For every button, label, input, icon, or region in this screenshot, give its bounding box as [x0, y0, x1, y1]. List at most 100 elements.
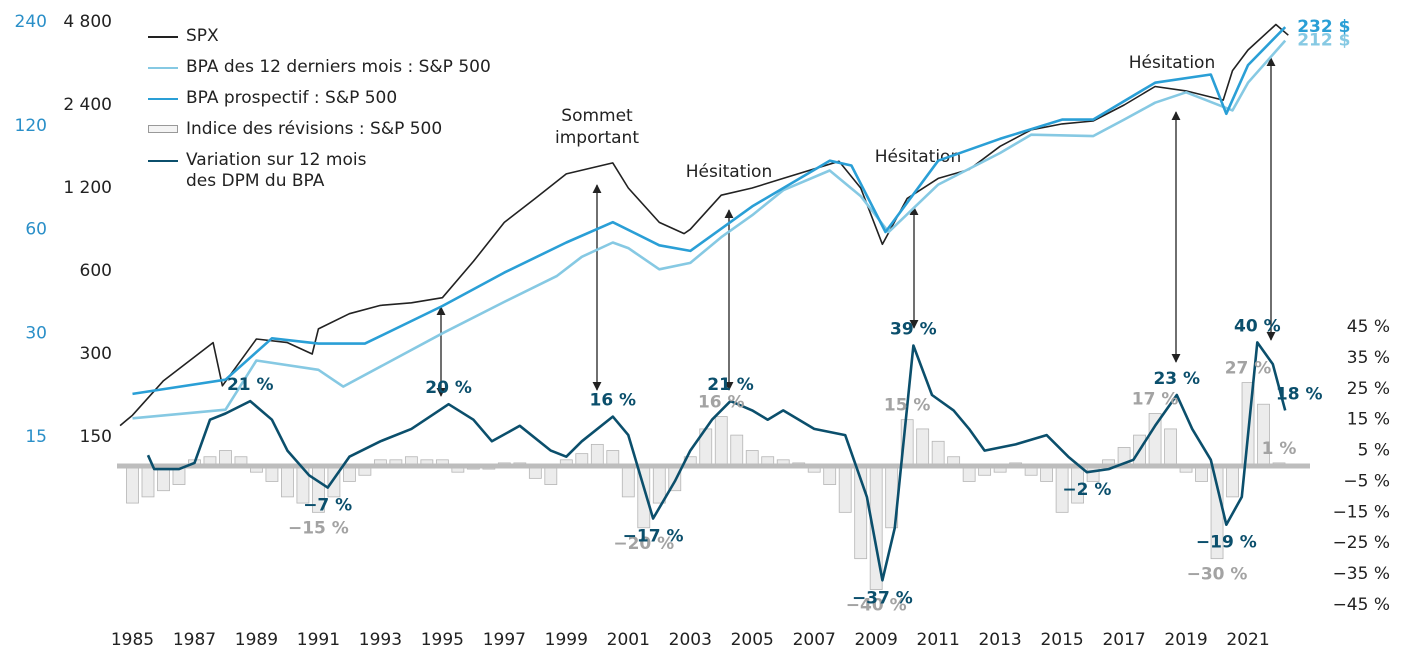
data-label: −40 %	[846, 596, 907, 616]
x-tick-label: 1991	[297, 630, 340, 650]
revision-bar	[823, 465, 837, 485]
y3-tick-label: −35 %	[1333, 564, 1390, 584]
x-tick-label: 2015	[1040, 630, 1083, 650]
y2-tick-label: 30	[25, 323, 47, 343]
revision-bar	[590, 443, 604, 467]
x-tick-label: 2005	[731, 630, 774, 650]
y3-tick-label: 15 %	[1347, 410, 1390, 430]
legend-swatch	[148, 67, 178, 69]
x-tick-label: 2007	[793, 630, 836, 650]
data-label: −2 %	[1062, 480, 1111, 500]
annotation: important	[555, 128, 639, 148]
data-label: 20 %	[425, 378, 472, 398]
y-tick-label: 600	[80, 261, 112, 281]
y3-tick-label: −45 %	[1333, 595, 1390, 615]
data-label: 212 $	[1297, 31, 1350, 51]
legend-item: SPX	[148, 26, 491, 57]
y3-tick-label: −5 %	[1343, 471, 1390, 491]
legend: SPX BPA des 12 derniers mois : S&P 500 BPA…	[148, 26, 491, 191]
x-tick-label: 1987	[173, 630, 216, 650]
revision-bar	[652, 465, 666, 504]
data-label: 39 %	[890, 320, 937, 340]
data-label: 18 %	[1276, 384, 1323, 404]
data-label: 21 %	[227, 375, 274, 395]
x-tick-label: 1993	[359, 630, 402, 650]
y3-tick-label: 5 %	[1358, 441, 1390, 461]
legend-item: BPA des 12 derniers mois : S&P 500	[148, 57, 491, 88]
y-tick-label: 2 400	[63, 95, 112, 115]
revision-bar	[1164, 428, 1177, 467]
x-tick-label: 2003	[669, 630, 712, 650]
x-tick-label: 2021	[1226, 630, 1269, 650]
y-tick-label: 4 800	[63, 12, 112, 32]
y-tick-label: 300	[80, 344, 112, 364]
x-tick-label: 2019	[1164, 630, 1207, 650]
revision-bar	[281, 465, 294, 498]
legend-swatch	[148, 160, 178, 162]
series-line	[119, 23, 1289, 427]
legend-label: BPA des 12 derniers mois : S&P 500	[186, 57, 491, 77]
data-label: 232 $	[1297, 17, 1350, 37]
revision-bar	[544, 465, 558, 485]
y3-tick-label: 25 %	[1347, 379, 1390, 399]
data-label: 40 %	[1234, 316, 1281, 336]
data-label: 17 %	[1132, 389, 1179, 409]
y2-tick-label: 120	[15, 116, 47, 136]
legend-item: Variation sur 12 mois des DPM du BPA	[148, 150, 491, 191]
x-tick-label: 1985	[111, 630, 154, 650]
legend-item: BPA prospectif : S&P 500	[148, 88, 491, 119]
x-tick-label: 1999	[545, 630, 588, 650]
data-label: −37 %	[852, 588, 913, 608]
annotation: Sommet	[561, 106, 633, 126]
legend-swatch	[148, 125, 178, 133]
legend-label: Indice des révisions : S&P 500	[186, 119, 443, 139]
revision-bar	[714, 416, 728, 467]
plot	[117, 23, 1310, 590]
annotation: Hésitation	[686, 162, 772, 182]
revision-bar	[1226, 465, 1239, 498]
y-tick-label: 1 200	[63, 178, 112, 198]
y2-tick-label: 15	[25, 427, 47, 447]
revision-bar	[141, 465, 155, 498]
data-label: 16 %	[589, 391, 636, 411]
y-tick-label: 150	[80, 427, 112, 447]
legend-label: BPA prospectif : S&P 500	[186, 88, 398, 108]
y3-tick-label: −15 %	[1333, 502, 1390, 522]
y3-tick-label: −25 %	[1333, 533, 1390, 553]
legend-item: Indice des révisions : S&P 500	[148, 119, 491, 150]
legend-swatch	[148, 36, 178, 38]
revision-bar	[916, 428, 930, 467]
legend-label: Variation sur 12 mois des DPM du BPA	[186, 150, 367, 191]
legend-swatch	[148, 98, 178, 100]
revision-bar	[126, 465, 139, 504]
data-label: −17 %	[623, 527, 684, 547]
data-label: −30 %	[1187, 565, 1248, 585]
data-label: 15 %	[884, 396, 931, 416]
y2-tick-label: 60	[25, 220, 47, 240]
arrows	[436, 57, 1276, 397]
y2-tick-label: 240	[15, 12, 47, 32]
x-tick-label: 2011	[917, 630, 960, 650]
x-tick-label: 2009	[855, 630, 898, 650]
y3-tick-label: 45 %	[1347, 317, 1390, 337]
series-line	[132, 39, 1287, 420]
data-label: −19 %	[1196, 533, 1257, 553]
x-tick-label: 1997	[483, 630, 526, 650]
data-label: 1 %	[1262, 439, 1297, 459]
data-label: 27 %	[1225, 359, 1272, 379]
series-line	[132, 26, 1287, 396]
revision-bar	[931, 440, 945, 467]
series-line	[146, 341, 1287, 582]
y3-tick-label: 35 %	[1347, 348, 1390, 368]
data-label: −20 %	[613, 534, 674, 554]
revision-bar	[621, 465, 635, 498]
x-tick-label: 1989	[235, 630, 278, 650]
data-label: 16 %	[698, 393, 745, 413]
data-label: 23 %	[1153, 369, 1200, 389]
annotation: Hésitation	[1129, 53, 1215, 73]
revision-bar	[730, 434, 744, 467]
data-label: −15 %	[288, 518, 349, 538]
x-tick-label: 2017	[1102, 630, 1145, 650]
data-label: −7 %	[303, 496, 352, 516]
